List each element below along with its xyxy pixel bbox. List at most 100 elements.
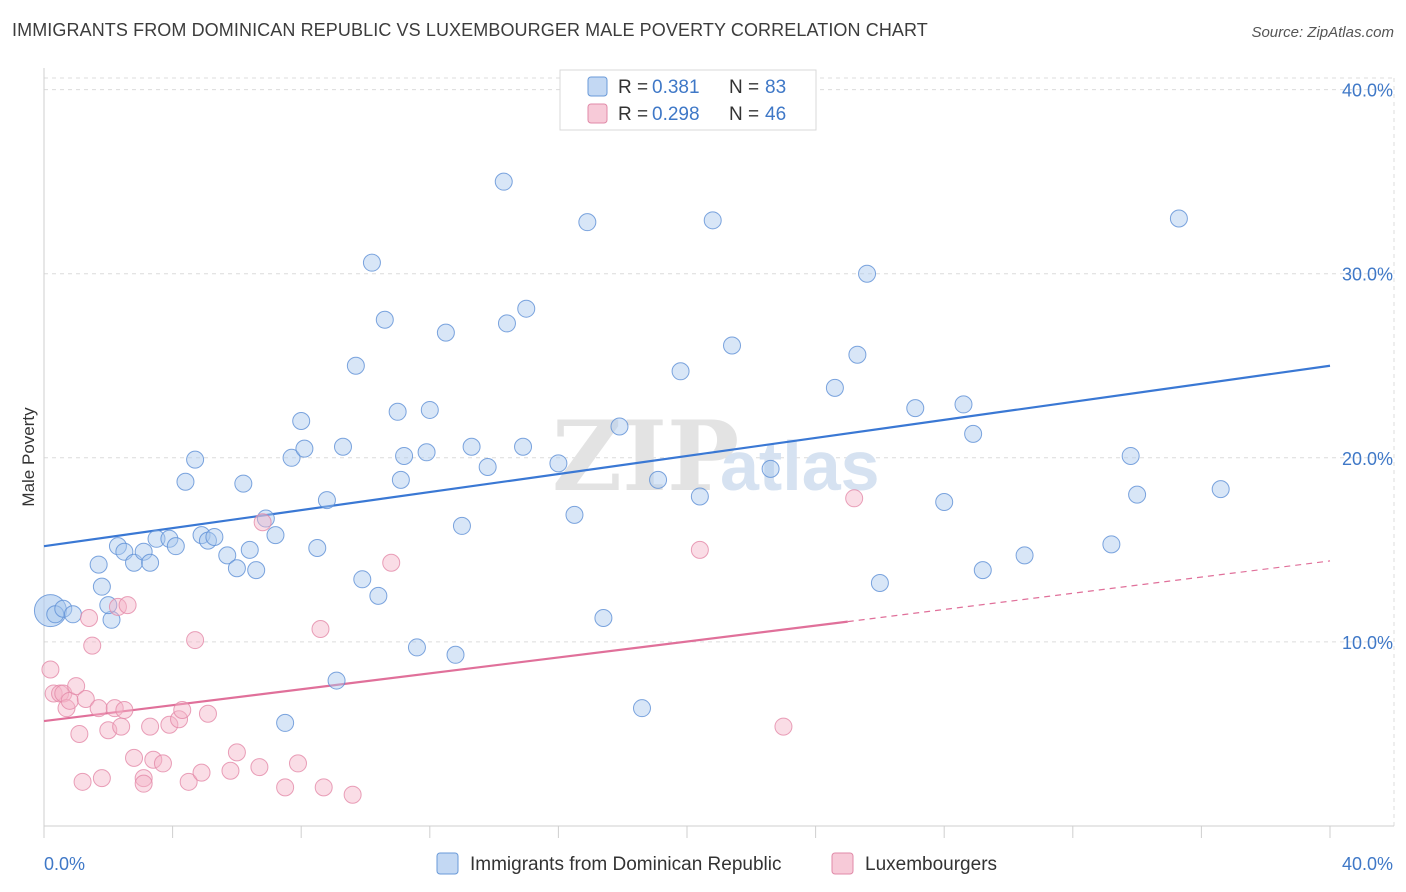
dominican-point-38 <box>369 586 388 605</box>
dominican-point-77 <box>1102 535 1121 554</box>
luxembourger-point-32 <box>221 761 240 780</box>
legend-n-label-2: N = <box>729 104 759 125</box>
dominican-point-15 <box>166 537 185 556</box>
series-legend: Immigrants from Dominican Republic Luxem… <box>436 852 997 875</box>
dominican-point-69 <box>858 264 877 283</box>
legend-r-label-2: R = <box>618 104 648 125</box>
dominican-point-37 <box>362 253 381 272</box>
dominican-point-72 <box>935 492 954 511</box>
dominican-point-78 <box>1121 446 1140 465</box>
y-tick-label-2: 30.0% <box>1342 265 1393 285</box>
dominican-point-82 <box>276 713 295 732</box>
luxembourger-point-29 <box>186 631 205 650</box>
luxembourger-point-25 <box>160 715 179 734</box>
luxembourger-point-21 <box>141 717 160 736</box>
luxembourger-point-36 <box>276 778 295 797</box>
dominican-point-32 <box>317 491 336 510</box>
luxembourger-point-20 <box>134 769 153 788</box>
luxembourger-point-38 <box>311 620 330 639</box>
watermark-zip: ZIP <box>552 400 739 513</box>
dominican-point-30 <box>292 411 311 430</box>
dominican-point-42 <box>395 446 414 465</box>
legend-n-value-1: 83 <box>765 77 786 98</box>
dominican-point-17 <box>186 450 205 469</box>
dominican-point-60 <box>632 699 651 718</box>
dominican-point-52 <box>497 314 516 333</box>
dominican-point-50 <box>478 458 497 477</box>
dominican-point-80 <box>1169 209 1188 228</box>
dominican-point-59 <box>610 417 629 436</box>
luxembourger-point-8 <box>76 689 95 708</box>
luxembourger-point-44 <box>845 489 864 508</box>
x-tick-label-1: 40.0% <box>1342 854 1393 874</box>
luxembourger-point-6 <box>67 677 86 696</box>
dominican-point-48 <box>452 516 471 535</box>
luxembourger-point-27 <box>173 701 192 720</box>
luxembourger-point-18 <box>118 596 137 615</box>
dominican-point-57 <box>578 213 597 232</box>
dominican-point-54 <box>517 299 536 318</box>
dominican-point-26 <box>256 509 275 528</box>
dominican-point-20 <box>205 527 224 546</box>
dominican-point-46 <box>436 323 455 342</box>
watermark: ZIP atlas <box>552 400 880 513</box>
dominican-point-65 <box>723 336 742 355</box>
dominican-point-41 <box>391 470 410 489</box>
dominican-point-49 <box>462 437 481 456</box>
dominican-point-36 <box>353 570 372 589</box>
legend-n-label-1: N = <box>729 77 759 98</box>
luxembourger-point-41 <box>382 553 401 572</box>
legend-swatch-pink <box>587 103 608 124</box>
dominican-point-33 <box>327 671 346 690</box>
dominican-point-2 <box>54 599 73 618</box>
luxembourger-point-30 <box>192 763 211 782</box>
dominican-point-76 <box>1015 546 1034 565</box>
y-tick-label-3: 40.0% <box>1342 81 1393 101</box>
dominican-point-6 <box>92 577 111 596</box>
source-credit: Source: ZipAtlas.com <box>1251 24 1394 41</box>
dominican-point-67 <box>825 378 844 397</box>
luxembourger-point-40 <box>343 785 362 804</box>
dominican-point-13 <box>147 529 166 548</box>
legend-r-value-1: 0.381 <box>652 77 700 98</box>
luxembourger-point-22 <box>134 774 153 793</box>
luxembourger-point-9 <box>80 608 99 627</box>
luxembourger-point-28 <box>179 772 198 791</box>
series-label-dominican: Immigrants from Dominican Republic <box>470 854 782 875</box>
dominican-point-56 <box>565 505 584 524</box>
dominican-point-70 <box>870 573 889 592</box>
dominican-point-16 <box>176 472 195 491</box>
luxembourger-point-37 <box>288 754 307 773</box>
dominican-point-14 <box>160 529 179 548</box>
luxembourger-point-10 <box>83 636 102 655</box>
dominican-point-27 <box>266 526 285 545</box>
luxembourger-point-34 <box>250 758 269 777</box>
series-swatch-blue <box>436 852 459 875</box>
dominican-point-22 <box>227 559 246 578</box>
legend-r-value-2: 0.298 <box>652 104 700 125</box>
dominican-point-25 <box>247 561 266 580</box>
dominican-point-75 <box>973 561 992 580</box>
dominican-point-47 <box>446 645 465 664</box>
dominican-point-45 <box>420 400 439 419</box>
luxembourger-point-35 <box>253 513 272 532</box>
luxembourger-point-11 <box>89 699 108 718</box>
luxembourger-point-1 <box>44 684 63 703</box>
luxembourger-point-39 <box>314 778 333 797</box>
y-tick-label-1: 20.0% <box>1342 449 1393 469</box>
dominican-point-39 <box>375 310 394 329</box>
luxembourger-point-12 <box>92 769 111 788</box>
dominican-point-64 <box>703 211 722 230</box>
dominican-point-73 <box>954 395 973 414</box>
dominican-point-62 <box>671 362 690 381</box>
dominican-point-71 <box>906 399 925 418</box>
luxembourger-point-31 <box>198 704 217 723</box>
dominican-point-12 <box>141 553 160 572</box>
dominican-point-44 <box>417 443 436 462</box>
dominican-point-51 <box>494 172 513 191</box>
dominican-point-66 <box>761 459 780 478</box>
series-label-luxembourgers: Luxembourgers <box>865 854 997 875</box>
luxembourger-point-23 <box>144 750 163 769</box>
x-tick-label-0: 0.0% <box>44 854 85 874</box>
